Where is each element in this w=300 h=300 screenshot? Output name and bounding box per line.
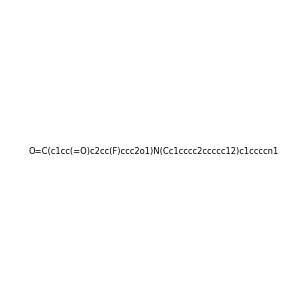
Text: O=C(c1cc(=O)c2cc(F)ccc2o1)N(Cc1cccc2ccccc12)c1ccccn1: O=C(c1cc(=O)c2cc(F)ccc2o1)N(Cc1cccc2cccc…	[28, 147, 279, 156]
